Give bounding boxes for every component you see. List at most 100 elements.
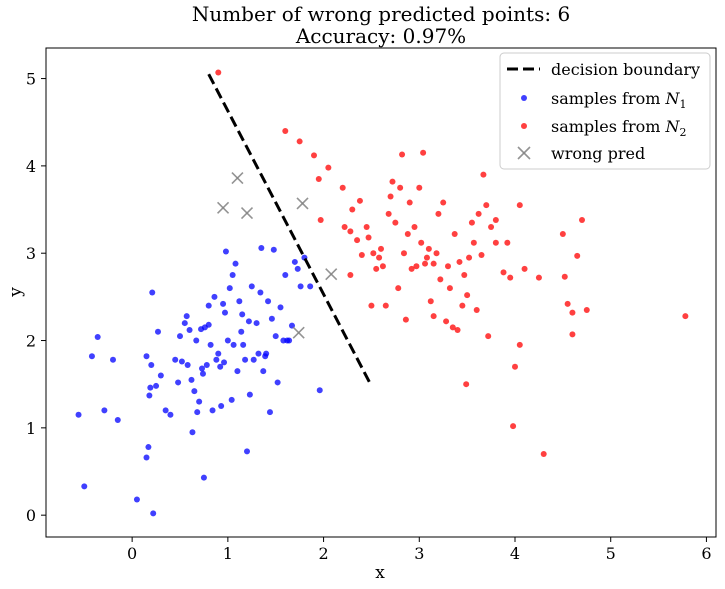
data-point — [492, 239, 499, 246]
data-point — [196, 398, 203, 405]
data-point — [244, 448, 250, 455]
data-point — [392, 219, 399, 226]
data-point — [186, 327, 193, 334]
data-point — [145, 444, 152, 451]
data-point — [297, 283, 304, 290]
data-point — [194, 409, 201, 416]
x-tick-label: 4 — [510, 544, 520, 563]
data-point — [255, 350, 262, 357]
data-point — [400, 250, 407, 257]
data-point — [294, 265, 301, 272]
data-point — [339, 184, 346, 191]
y-tick-label: 4 — [26, 157, 36, 176]
data-point — [368, 302, 375, 309]
data-point — [221, 309, 228, 316]
data-point — [408, 265, 415, 272]
x-tick-label: 5 — [606, 544, 616, 563]
data-point — [389, 178, 396, 185]
data-point — [211, 293, 218, 300]
data-point — [272, 333, 279, 340]
data-point — [478, 251, 485, 258]
data-point — [248, 283, 255, 290]
data-point — [430, 260, 437, 267]
data-point — [307, 283, 314, 290]
data-point — [535, 274, 542, 281]
data-point — [365, 234, 372, 241]
data-point — [416, 184, 423, 191]
data-point — [153, 382, 160, 389]
data-point — [387, 193, 394, 200]
data-point — [150, 510, 157, 517]
data-point — [463, 381, 470, 388]
y-tick-label: 2 — [26, 332, 36, 351]
data-point — [488, 224, 495, 231]
data-point — [260, 368, 267, 375]
data-point — [232, 260, 239, 267]
data-point — [468, 219, 475, 226]
data-point — [354, 237, 361, 244]
data-point — [282, 272, 289, 279]
data-point — [209, 407, 216, 414]
data-point — [470, 239, 477, 246]
y-tick-label: 5 — [26, 70, 36, 89]
data-point — [559, 230, 566, 237]
data-point — [435, 210, 442, 217]
data-point — [245, 318, 252, 325]
x-tick-label: 1 — [223, 544, 233, 563]
wrong-pred-marker — [296, 197, 309, 210]
data-point — [178, 358, 185, 365]
data-point — [561, 273, 568, 280]
legend-label-n1-sub: 1 — [680, 98, 687, 111]
data-point — [189, 429, 196, 436]
data-point — [411, 224, 418, 231]
chart-title: Number of wrong predicted points: 6 — [192, 2, 570, 26]
y-tick-label: 0 — [26, 506, 36, 525]
data-point — [574, 252, 581, 259]
data-point — [222, 248, 229, 255]
data-point — [230, 341, 237, 348]
data-point — [454, 327, 461, 334]
data-point — [402, 316, 409, 323]
data-point — [349, 206, 356, 213]
data-point — [143, 353, 150, 360]
data-point — [296, 138, 303, 145]
data-point — [162, 407, 169, 414]
wrong-pred-marker — [325, 268, 338, 281]
legend-label-n1-text: samples from — [551, 89, 666, 108]
data-point — [379, 263, 386, 270]
data-point — [220, 300, 227, 307]
data-point — [282, 127, 289, 134]
chart-subtitle: Accuracy: 0.97% — [295, 24, 466, 48]
legend-label-n2-sub: 2 — [680, 126, 687, 139]
data-point — [242, 356, 249, 363]
data-point — [311, 152, 317, 159]
data-point — [422, 260, 429, 267]
data-point — [215, 350, 222, 357]
data-point — [440, 199, 447, 206]
data-point — [569, 331, 576, 338]
x-tick-label: 2 — [318, 544, 328, 563]
data-point — [579, 217, 585, 224]
data-point — [564, 300, 571, 307]
data-point — [423, 254, 430, 261]
data-point — [356, 197, 363, 204]
legend-label-n1: samples from N1 — [551, 89, 687, 111]
data-point — [81, 483, 88, 490]
legend-marker-wrong — [517, 146, 531, 160]
data-point — [433, 250, 440, 257]
data-point — [569, 309, 576, 316]
data-point — [413, 263, 420, 270]
data-point — [475, 210, 482, 217]
legend-label-n2: samples from N2 — [551, 117, 687, 139]
data-point — [456, 258, 463, 265]
data-point — [270, 246, 277, 253]
data-point — [193, 337, 200, 344]
data-point — [203, 361, 210, 368]
data-point — [228, 396, 235, 403]
data-point — [257, 289, 264, 296]
data-point — [221, 359, 228, 366]
data-point — [373, 265, 380, 272]
data-point — [110, 356, 116, 363]
data-point — [445, 263, 451, 270]
